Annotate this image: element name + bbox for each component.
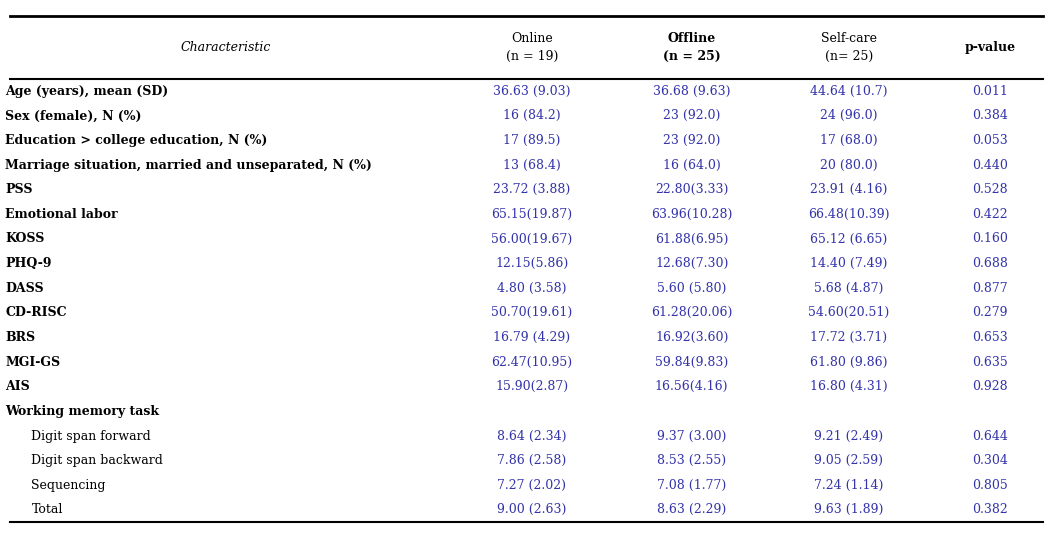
Text: 20 (80.0): 20 (80.0) xyxy=(821,159,877,171)
Text: 0.160: 0.160 xyxy=(973,232,1008,245)
Text: 0.877: 0.877 xyxy=(973,282,1008,295)
Text: Online
(n = 19): Online (n = 19) xyxy=(506,32,558,63)
Text: 0.928: 0.928 xyxy=(973,380,1008,393)
Text: MGI-GS: MGI-GS xyxy=(5,356,61,369)
Text: 65.15(19.87): 65.15(19.87) xyxy=(492,208,572,221)
Text: 16.56(4.16): 16.56(4.16) xyxy=(655,380,728,393)
Text: 23.91 (4.16): 23.91 (4.16) xyxy=(810,183,888,196)
Text: 22.80(3.33): 22.80(3.33) xyxy=(655,183,728,196)
Text: 24 (96.0): 24 (96.0) xyxy=(821,109,877,122)
Text: 5.68 (4.87): 5.68 (4.87) xyxy=(814,282,883,295)
Text: 16.80 (4.31): 16.80 (4.31) xyxy=(810,380,888,393)
Text: 50.70(19.61): 50.70(19.61) xyxy=(492,306,572,319)
Text: Emotional labor: Emotional labor xyxy=(5,208,117,221)
Text: 17 (68.0): 17 (68.0) xyxy=(821,134,877,147)
Text: 0.528: 0.528 xyxy=(973,183,1008,196)
Text: 66.48(10.39): 66.48(10.39) xyxy=(808,208,890,221)
Text: 0.688: 0.688 xyxy=(973,257,1008,270)
Text: p-value: p-value xyxy=(965,41,1016,54)
Text: 62.47(10.95): 62.47(10.95) xyxy=(492,356,572,369)
Text: Characteristic: Characteristic xyxy=(180,41,270,54)
Text: 23.72 (3.88): 23.72 (3.88) xyxy=(494,183,570,196)
Text: 65.12 (6.65): 65.12 (6.65) xyxy=(810,232,888,245)
Text: 0.440: 0.440 xyxy=(973,159,1008,171)
Text: 4.80 (3.58): 4.80 (3.58) xyxy=(497,282,567,295)
Text: 12.68(7.30): 12.68(7.30) xyxy=(655,257,728,270)
Text: 0.635: 0.635 xyxy=(973,356,1008,369)
Text: 17.72 (3.71): 17.72 (3.71) xyxy=(810,331,888,344)
Text: 9.05 (2.59): 9.05 (2.59) xyxy=(814,454,883,467)
Text: 56.00(19.67): 56.00(19.67) xyxy=(492,232,572,245)
Text: Marriage situation, married and unseparated, N (%): Marriage situation, married and unsepara… xyxy=(5,159,372,171)
Text: 17 (89.5): 17 (89.5) xyxy=(503,134,561,147)
Text: Total: Total xyxy=(31,503,63,516)
Text: BRS: BRS xyxy=(5,331,36,344)
Text: 9.00 (2.63): 9.00 (2.63) xyxy=(497,503,567,516)
Text: Age (years), mean (SD): Age (years), mean (SD) xyxy=(5,85,169,98)
Text: 0.304: 0.304 xyxy=(973,454,1008,467)
Text: Sex (female), N (%): Sex (female), N (%) xyxy=(5,109,141,122)
Text: 0.279: 0.279 xyxy=(973,306,1008,319)
Text: 7.27 (2.02): 7.27 (2.02) xyxy=(498,479,566,492)
Text: Education > college education, N (%): Education > college education, N (%) xyxy=(5,134,267,147)
Text: 54.60(20.51): 54.60(20.51) xyxy=(808,306,890,319)
Text: CD-RISC: CD-RISC xyxy=(5,306,67,319)
Text: 0.422: 0.422 xyxy=(973,208,1008,221)
Text: Sequencing: Sequencing xyxy=(31,479,106,492)
Text: 61.28(20.06): 61.28(20.06) xyxy=(651,306,733,319)
Text: 8.64 (2.34): 8.64 (2.34) xyxy=(497,430,567,442)
Text: 16 (64.0): 16 (64.0) xyxy=(662,159,721,171)
Text: 61.88(6.95): 61.88(6.95) xyxy=(655,232,728,245)
Text: Offline
(n = 25): Offline (n = 25) xyxy=(662,32,721,63)
Text: PSS: PSS xyxy=(5,183,32,196)
Text: 16.79 (4.29): 16.79 (4.29) xyxy=(494,331,570,344)
Text: 0.644: 0.644 xyxy=(973,430,1008,442)
Text: 7.08 (1.77): 7.08 (1.77) xyxy=(657,479,726,492)
Text: 23 (92.0): 23 (92.0) xyxy=(663,134,720,147)
Text: 61.80 (9.86): 61.80 (9.86) xyxy=(810,356,888,369)
Text: 13 (68.4): 13 (68.4) xyxy=(503,159,561,171)
Text: 12.15(5.86): 12.15(5.86) xyxy=(496,257,568,270)
Text: 0.011: 0.011 xyxy=(973,85,1008,98)
Text: 44.64 (10.7): 44.64 (10.7) xyxy=(810,85,888,98)
Text: 0.384: 0.384 xyxy=(973,109,1008,122)
Text: 7.24 (1.14): 7.24 (1.14) xyxy=(814,479,883,492)
Text: 9.37 (3.00): 9.37 (3.00) xyxy=(657,430,726,442)
Text: Digit span backward: Digit span backward xyxy=(31,454,163,467)
Text: 14.40 (7.49): 14.40 (7.49) xyxy=(810,257,888,270)
Text: 9.21 (2.49): 9.21 (2.49) xyxy=(814,430,883,442)
Text: Self-care
(n= 25): Self-care (n= 25) xyxy=(821,32,877,63)
Text: Digit span forward: Digit span forward xyxy=(31,430,151,442)
Text: 9.63 (1.89): 9.63 (1.89) xyxy=(814,503,883,516)
Text: 0.805: 0.805 xyxy=(973,479,1008,492)
Text: 36.68 (9.63): 36.68 (9.63) xyxy=(653,85,730,98)
Text: Working memory task: Working memory task xyxy=(5,405,159,418)
Text: DASS: DASS xyxy=(5,282,44,295)
Text: AIS: AIS xyxy=(5,380,30,393)
Text: 0.382: 0.382 xyxy=(973,503,1008,516)
Text: 5.60 (5.80): 5.60 (5.80) xyxy=(657,282,726,295)
Text: 36.63 (9.03): 36.63 (9.03) xyxy=(494,85,570,98)
Text: 63.96(10.28): 63.96(10.28) xyxy=(651,208,733,221)
Text: 23 (92.0): 23 (92.0) xyxy=(663,109,720,122)
Text: 59.84(9.83): 59.84(9.83) xyxy=(655,356,728,369)
Text: 0.053: 0.053 xyxy=(973,134,1008,147)
Text: 16 (84.2): 16 (84.2) xyxy=(503,109,561,122)
Text: 8.53 (2.55): 8.53 (2.55) xyxy=(657,454,726,467)
Text: 7.86 (2.58): 7.86 (2.58) xyxy=(497,454,567,467)
Text: 16.92(3.60): 16.92(3.60) xyxy=(655,331,728,344)
Text: 8.63 (2.29): 8.63 (2.29) xyxy=(657,503,726,516)
Text: 0.653: 0.653 xyxy=(973,331,1008,344)
Text: PHQ-9: PHQ-9 xyxy=(5,257,51,270)
Text: KOSS: KOSS xyxy=(5,232,45,245)
Text: 15.90(2.87): 15.90(2.87) xyxy=(496,380,568,393)
